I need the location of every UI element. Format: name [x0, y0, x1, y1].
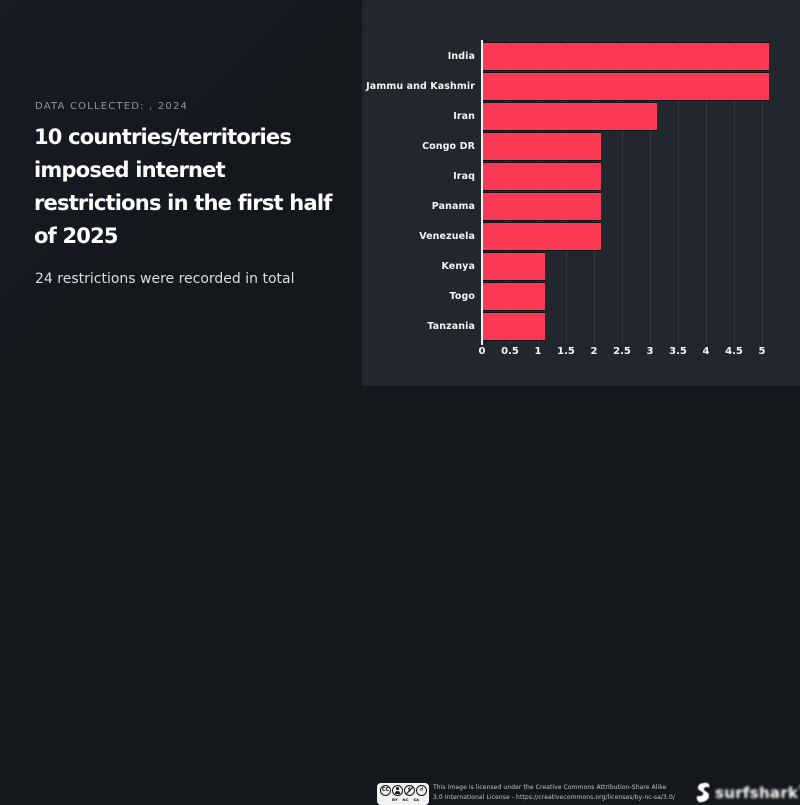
bar-label: Togo — [449, 290, 475, 302]
bar — [483, 72, 769, 100]
total-restrictions-subtitle: 24 restrictions were recorded in total — [35, 271, 295, 287]
cc-sa-arrow-icon: ↺ — [416, 785, 427, 796]
cc-icon-row: CC $ ↺ — [380, 785, 427, 796]
gridline — [538, 40, 539, 344]
tick-label: 2 — [590, 346, 598, 357]
cc-nc-dollar-icon: $ — [404, 785, 415, 796]
x-axis-ticks: 0 0.5 1 1.5 2 2.5 3 3.5 4 4.5 5 — [478, 346, 782, 360]
tick-label: 1.5 — [557, 346, 575, 357]
tick-label: 2.5 — [613, 346, 631, 357]
chart-row: Congo DR — [362, 131, 800, 161]
chart-row: India — [362, 41, 800, 71]
bar-label: Kenya — [441, 260, 475, 272]
footer: CC $ ↺ BY NC SA This image is licensed u… — [0, 386, 800, 805]
chart-row: Iraq — [362, 161, 800, 191]
data-collected-label: DATA COLLECTED: , 2024 — [35, 101, 189, 112]
tick-label: 3.5 — [669, 346, 687, 357]
chart-row: Panama — [362, 191, 800, 221]
bar-label: Congo DR — [422, 140, 475, 152]
tick-label: 0 — [478, 346, 486, 357]
chart-row: Togo — [362, 281, 800, 311]
chart-row: Kenya — [362, 251, 800, 281]
bar — [483, 192, 601, 220]
headline-panel: DATA COLLECTED: , 2024 10 countries/terr… — [0, 0, 362, 386]
bar-label: Iraq — [453, 170, 475, 182]
bar — [483, 282, 545, 310]
chart-rows: India Jammu and Kashmir Iran Congo DR Iraq Pa… — [362, 41, 800, 341]
chart-panel: India Jammu and Kashmir Iran Congo DR Iraq Pa… — [362, 0, 800, 386]
cc-sublabels: BY NC SA — [392, 796, 420, 802]
gridline — [678, 40, 679, 344]
tick-label: 3 — [646, 346, 654, 357]
bar-label: Venezuela — [419, 230, 475, 242]
chart-row: Venezuela — [362, 221, 800, 251]
bar-label: Tanzania — [427, 320, 475, 332]
creative-commons-badge: CC $ ↺ BY NC SA — [377, 783, 429, 805]
tick-label: 4.5 — [725, 346, 743, 357]
cc-icon: CC — [380, 785, 391, 796]
bar-label: Panama — [431, 200, 475, 212]
bar — [483, 162, 601, 190]
surfshark-logo: surfshark® — [694, 782, 800, 803]
bar — [483, 222, 601, 250]
gridline — [594, 40, 595, 344]
license-line-1: This image is licensed under the Creativ… — [433, 784, 667, 791]
chart-row: Tanzania — [362, 311, 800, 341]
tick-label: 4 — [702, 346, 710, 357]
y-axis-line — [481, 40, 483, 345]
license-text: This image is licensed under the Creativ… — [433, 783, 683, 803]
person-head — [396, 787, 399, 790]
tick-label: 1 — [534, 346, 542, 357]
bar — [483, 312, 545, 340]
chart-row: Jammu and Kashmir — [362, 71, 800, 101]
bar — [483, 42, 769, 70]
page-title: 10 countries/territories imposed interne… — [34, 121, 354, 253]
cc-by-person-icon — [392, 785, 403, 796]
gridline — [706, 40, 707, 344]
tick-label: 0.5 — [501, 346, 519, 357]
gridline — [510, 40, 511, 344]
gridline — [762, 40, 763, 344]
bar-label: Iran — [453, 110, 475, 122]
bar-label: Jammu and Kashmir — [366, 80, 475, 92]
tick-label: 5 — [758, 346, 766, 357]
page-title-line: restrictions in the first half — [34, 191, 332, 215]
page-title-line: 10 countries/territories — [34, 125, 292, 149]
bar — [483, 102, 657, 130]
surfshark-wordmark: surfshark® — [715, 784, 800, 802]
chart-row: Iran — [362, 101, 800, 131]
license-line-2: 3.0 International License - https://crea… — [433, 794, 676, 801]
gridline — [622, 40, 623, 344]
gridline — [650, 40, 651, 344]
page-title-line: of 2025 — [34, 224, 119, 248]
gridline — [734, 40, 735, 344]
bar-label: India — [447, 50, 475, 62]
bar — [483, 132, 601, 160]
surfshark-icon — [696, 782, 710, 803]
person-body — [394, 791, 400, 795]
bar — [483, 252, 545, 280]
page-title-line: imposed internet — [34, 158, 226, 182]
gridline — [566, 40, 567, 344]
